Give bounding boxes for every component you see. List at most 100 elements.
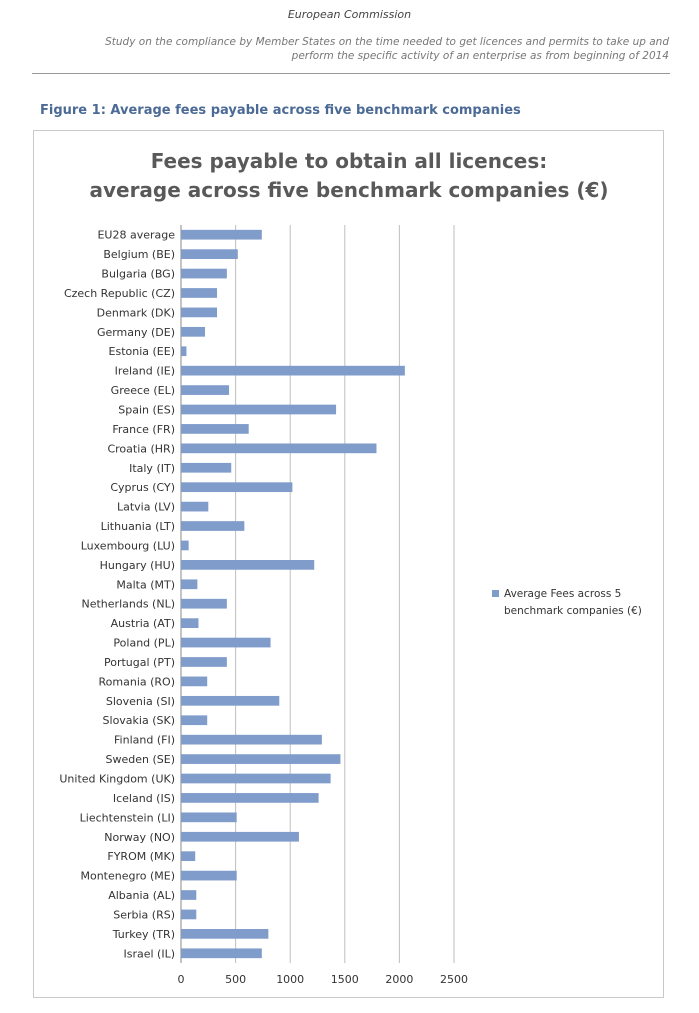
- bar: [181, 404, 337, 415]
- x-tick-label: 0: [178, 973, 185, 986]
- category-label: Montenegro (ME): [80, 870, 175, 883]
- category-label: Austria (AT): [111, 617, 175, 630]
- bar: [181, 268, 227, 279]
- category-label: France (FR): [112, 423, 175, 436]
- category-label: Israel (IL): [123, 947, 175, 960]
- legend-swatch: [492, 590, 499, 597]
- bar: [181, 443, 377, 454]
- category-label: Serbia (RS): [113, 908, 175, 921]
- bar: [181, 326, 206, 337]
- bar: [181, 909, 197, 920]
- bar: [181, 676, 208, 687]
- category-label: Poland (PL): [113, 637, 175, 650]
- bar: [181, 870, 237, 881]
- bar: [181, 929, 269, 939]
- category-label: United Kingdom (UK): [59, 773, 175, 786]
- category-label: Latvia (LV): [117, 501, 175, 514]
- category-label: Lithuania (LT): [101, 520, 175, 533]
- bar: [181, 307, 218, 318]
- bar: [181, 424, 249, 434]
- category-label: Albania (AL): [108, 889, 175, 902]
- bar: [181, 831, 299, 842]
- bar: [181, 521, 245, 531]
- bar: [181, 890, 197, 900]
- chart-title-line-2: average across five benchmark companies …: [89, 178, 608, 202]
- bar: [181, 598, 227, 609]
- category-label: Luxembourg (LU): [81, 539, 175, 552]
- legend-label-line-1: Average Fees across 5: [504, 588, 621, 600]
- bar: [181, 734, 322, 745]
- bar: [181, 754, 341, 764]
- category-label: Netherlands (NL): [82, 598, 176, 611]
- bar: [181, 365, 405, 376]
- category-label: Croatia (HR): [107, 442, 175, 455]
- bar: [181, 695, 280, 706]
- bar: [181, 385, 230, 395]
- bar: [181, 229, 262, 240]
- bar: [181, 851, 196, 862]
- category-label: Sweden (SE): [106, 753, 175, 766]
- bar: [181, 462, 232, 473]
- category-label: Norway (NO): [104, 831, 175, 844]
- bar: [181, 715, 208, 726]
- figure-title: Figure 1: Average fees payable across fi…: [40, 103, 521, 118]
- bar: [181, 560, 315, 570]
- category-label: Bulgaria (BG): [101, 268, 175, 281]
- category-label: Malta (MT): [116, 578, 175, 591]
- category-label: Greece (EL): [111, 384, 175, 397]
- category-label: Denmark (DK): [97, 306, 175, 319]
- category-label: Italy (IT): [129, 462, 175, 475]
- header-subtitle-line-2: perform the specific activity of an ente…: [291, 50, 669, 62]
- chart-svg: Fees payable to obtain all licences: ave…: [59, 149, 642, 986]
- bar: [181, 540, 189, 551]
- category-label: Turkey (TR): [112, 928, 175, 941]
- category-label: Ireland (IE): [115, 365, 175, 378]
- bar: [181, 657, 227, 667]
- bar: [181, 579, 198, 590]
- header-subtitle: Study on the compliance by Member States…: [29, 35, 669, 63]
- bar: [181, 618, 199, 628]
- chart-frame: Fees payable to obtain all licences: ave…: [33, 130, 664, 998]
- category-label: Iceland (IS): [113, 792, 175, 805]
- bar: [181, 249, 238, 259]
- bars: [181, 229, 405, 959]
- x-tick-label: 500: [225, 973, 246, 986]
- category-label: Romania (RO): [99, 675, 175, 688]
- bar: [181, 637, 271, 648]
- category-label: FYROM (MK): [107, 850, 175, 863]
- legend: Average Fees across 5 benchmark companie…: [492, 588, 642, 617]
- bar: [181, 793, 319, 803]
- header-divider: [32, 73, 670, 74]
- x-tick-label: 2000: [385, 973, 413, 986]
- x-tick-label: 2500: [440, 973, 468, 986]
- category-label: Finland (FI): [114, 734, 175, 747]
- category-label: EU28 average: [97, 229, 175, 242]
- x-tick-label: 1000: [276, 973, 304, 986]
- gridlines: [180, 225, 455, 963]
- category-label: Belgium (BE): [103, 248, 175, 261]
- bar: [181, 948, 262, 959]
- bar: [181, 346, 187, 357]
- bar: [181, 288, 218, 298]
- x-axis-ticks: 0 500 1000 1500 2000 2500: [178, 973, 469, 986]
- chart-title-line-1: Fees payable to obtain all licences:: [151, 149, 548, 173]
- bar: [181, 812, 237, 823]
- header-org: European Commission: [287, 8, 412, 21]
- category-label: Liechtenstein (LI): [80, 811, 175, 824]
- category-label: Estonia (EE): [109, 345, 175, 358]
- category-label: Czech Republic (CZ): [64, 287, 175, 300]
- category-label: Germany (DE): [97, 326, 175, 339]
- category-label: Portugal (PT): [104, 656, 175, 669]
- category-label: Spain (ES): [118, 404, 175, 417]
- bar: [181, 482, 293, 493]
- category-label: Slovakia (SK): [103, 714, 175, 727]
- legend-label-line-2: benchmark companies (€): [504, 605, 642, 617]
- category-label: Hungary (HU): [100, 559, 175, 572]
- category-label: Cyprus (CY): [110, 481, 175, 494]
- header-subtitle-line-1: Study on the compliance by Member States…: [105, 36, 669, 48]
- x-tick-label: 1500: [331, 973, 359, 986]
- bar: [181, 501, 209, 512]
- category-label: Slovenia (SI): [106, 695, 175, 708]
- category-labels: EU28 average Belgium (BE) Bulgaria (BG) Cze…: [59, 229, 175, 961]
- bar: [181, 773, 331, 784]
